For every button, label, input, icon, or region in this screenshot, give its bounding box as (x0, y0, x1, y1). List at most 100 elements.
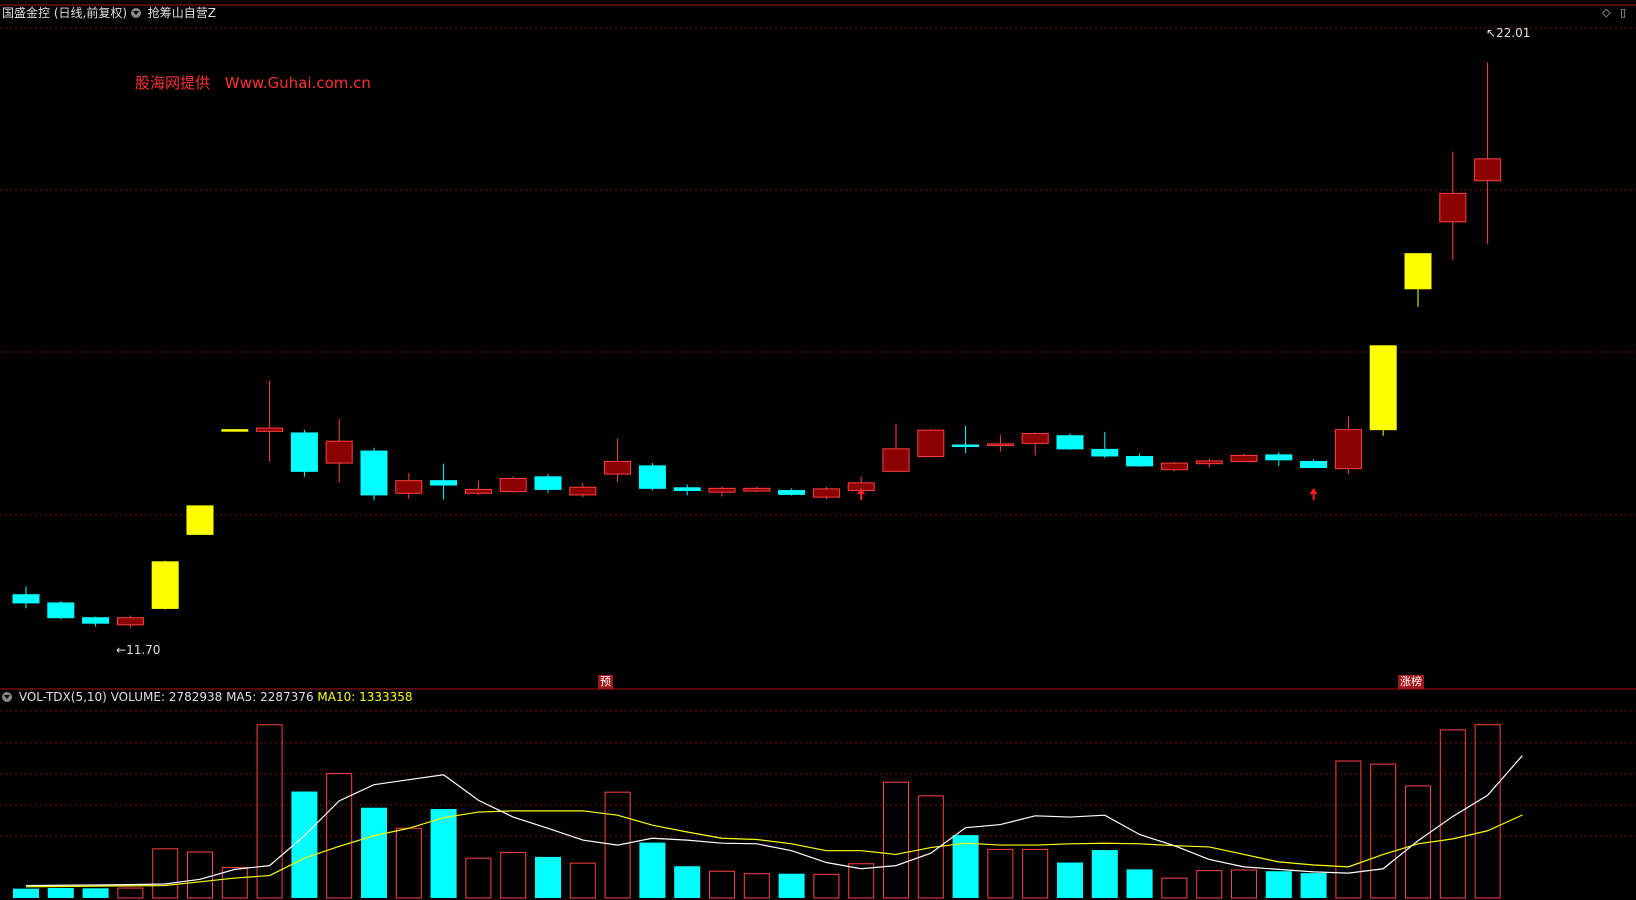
watermark-cn: 股海网提供 (135, 74, 211, 92)
ma5-value: MA5: 2287376 (226, 690, 314, 704)
volume-bar (604, 791, 631, 899)
candle-body (464, 488, 492, 494)
volume-bar (813, 873, 840, 899)
candle-body (395, 480, 423, 494)
low-value: 11.70 (126, 643, 161, 657)
volume-bar (639, 842, 666, 898)
volume-bar (1231, 869, 1257, 899)
candle-body (1404, 253, 1432, 290)
ma10-line (25, 810, 1523, 888)
volume-bar (778, 873, 805, 898)
volume-bar (500, 852, 527, 899)
volume-bar (1022, 848, 1049, 899)
high-arrow-icon: ↖ (1486, 26, 1497, 40)
candle-body (1300, 460, 1328, 469)
ma10-value: MA10: 1333358 (317, 690, 413, 704)
volume-bar (256, 724, 283, 899)
volume-bar (47, 888, 74, 898)
candle-body (47, 602, 75, 619)
volume-bar (1405, 785, 1431, 899)
volume-bar (1335, 760, 1362, 899)
candle-body (952, 444, 980, 448)
candle-body (1056, 435, 1084, 450)
volume-bar (1439, 729, 1466, 899)
candle-body (12, 594, 40, 604)
candle-body (778, 490, 806, 495)
candle-body (1126, 456, 1154, 467)
volume-value: VOLUME: 2782938 (110, 690, 223, 704)
volume-bar (1126, 869, 1153, 898)
volume-bar (709, 870, 735, 899)
candle-body (743, 487, 771, 492)
candle-body (430, 480, 458, 486)
candle-body (151, 561, 179, 609)
signal-arrow-icon (1309, 488, 1318, 500)
diamond-icon[interactable]: ◇ (1602, 6, 1611, 19)
volume-bar (1196, 870, 1223, 899)
watermark-url: Www.Guhai.com.cn (224, 74, 371, 92)
candle-body (499, 477, 527, 493)
ma5-line (25, 755, 1523, 887)
candle-body (360, 450, 388, 496)
volume-bar (395, 827, 422, 899)
indicator-name[interactable]: 抢筹山自营Z (147, 6, 216, 20)
candle-body (986, 443, 1014, 446)
volume-bar (1300, 873, 1327, 898)
stock-name: 国盛金控 (2, 6, 51, 20)
candle-body (256, 427, 284, 432)
high-value: 22.01 (1496, 26, 1531, 40)
candle-body (1021, 433, 1049, 444)
volume-bar (221, 866, 248, 899)
candle-body (290, 432, 318, 472)
candle-body (673, 487, 701, 492)
volume-bar (465, 857, 492, 899)
volume-bar (743, 873, 770, 899)
volume-bar (1370, 763, 1397, 899)
volume-dropdown-icon[interactable] (2, 692, 12, 702)
candle-body (221, 429, 249, 432)
volume-bar (848, 863, 875, 899)
high-price-label: ↖22.01 (1486, 26, 1530, 40)
candle-body (569, 486, 597, 496)
signal-badge-limit: 涨榜 (1398, 675, 1424, 689)
indicator-dropdown-icon[interactable] (130, 8, 141, 18)
volume-bar (152, 848, 179, 899)
volume-indicator-name[interactable]: VOL-TDX(5,10) (18, 690, 107, 704)
candle-body (812, 488, 840, 498)
volume-bar (117, 887, 144, 899)
candle-body (1091, 448, 1119, 457)
candle-body (1439, 192, 1467, 223)
chart-title-bar: 国盛金控 (日线,前复权) 抢筹山自营Z (2, 4, 216, 21)
candle-body (708, 487, 736, 493)
candle-body (1265, 454, 1293, 461)
volume-bar (674, 866, 701, 898)
candle-body (534, 476, 562, 490)
signal-arrow-icon (857, 488, 866, 500)
volume-bar (1474, 724, 1501, 899)
volume-bar (917, 795, 944, 899)
candle-body (917, 429, 945, 458)
candle-body (1334, 429, 1362, 470)
window-toggle-icon[interactable]: ▯ (1620, 6, 1627, 19)
candle-body (116, 617, 144, 626)
volume-bar (1161, 877, 1188, 899)
volume-bar (569, 862, 596, 899)
volume-header: VOL-TDX(5,10) VOLUME: 2782938 MA5: 22873… (2, 690, 413, 704)
candle-body (604, 460, 632, 475)
volume-bar (1265, 871, 1292, 898)
candle-body (82, 617, 110, 624)
candle-body (186, 505, 214, 535)
volume-bar (326, 772, 353, 899)
candle-body (325, 440, 353, 464)
candle-body (1195, 460, 1223, 465)
candle-body (1474, 158, 1502, 182)
candle-body (882, 448, 910, 472)
low-price-label: ←11.70 (116, 643, 160, 657)
period-label: (日线,前复权) (53, 6, 128, 20)
low-arrow-icon: ← (116, 643, 127, 657)
volume-bar (361, 807, 387, 898)
volume-bar (430, 808, 457, 898)
volume-bar (987, 848, 1014, 899)
watermark: 股海网提供 Www.Guhai.com.cn (135, 72, 381, 93)
